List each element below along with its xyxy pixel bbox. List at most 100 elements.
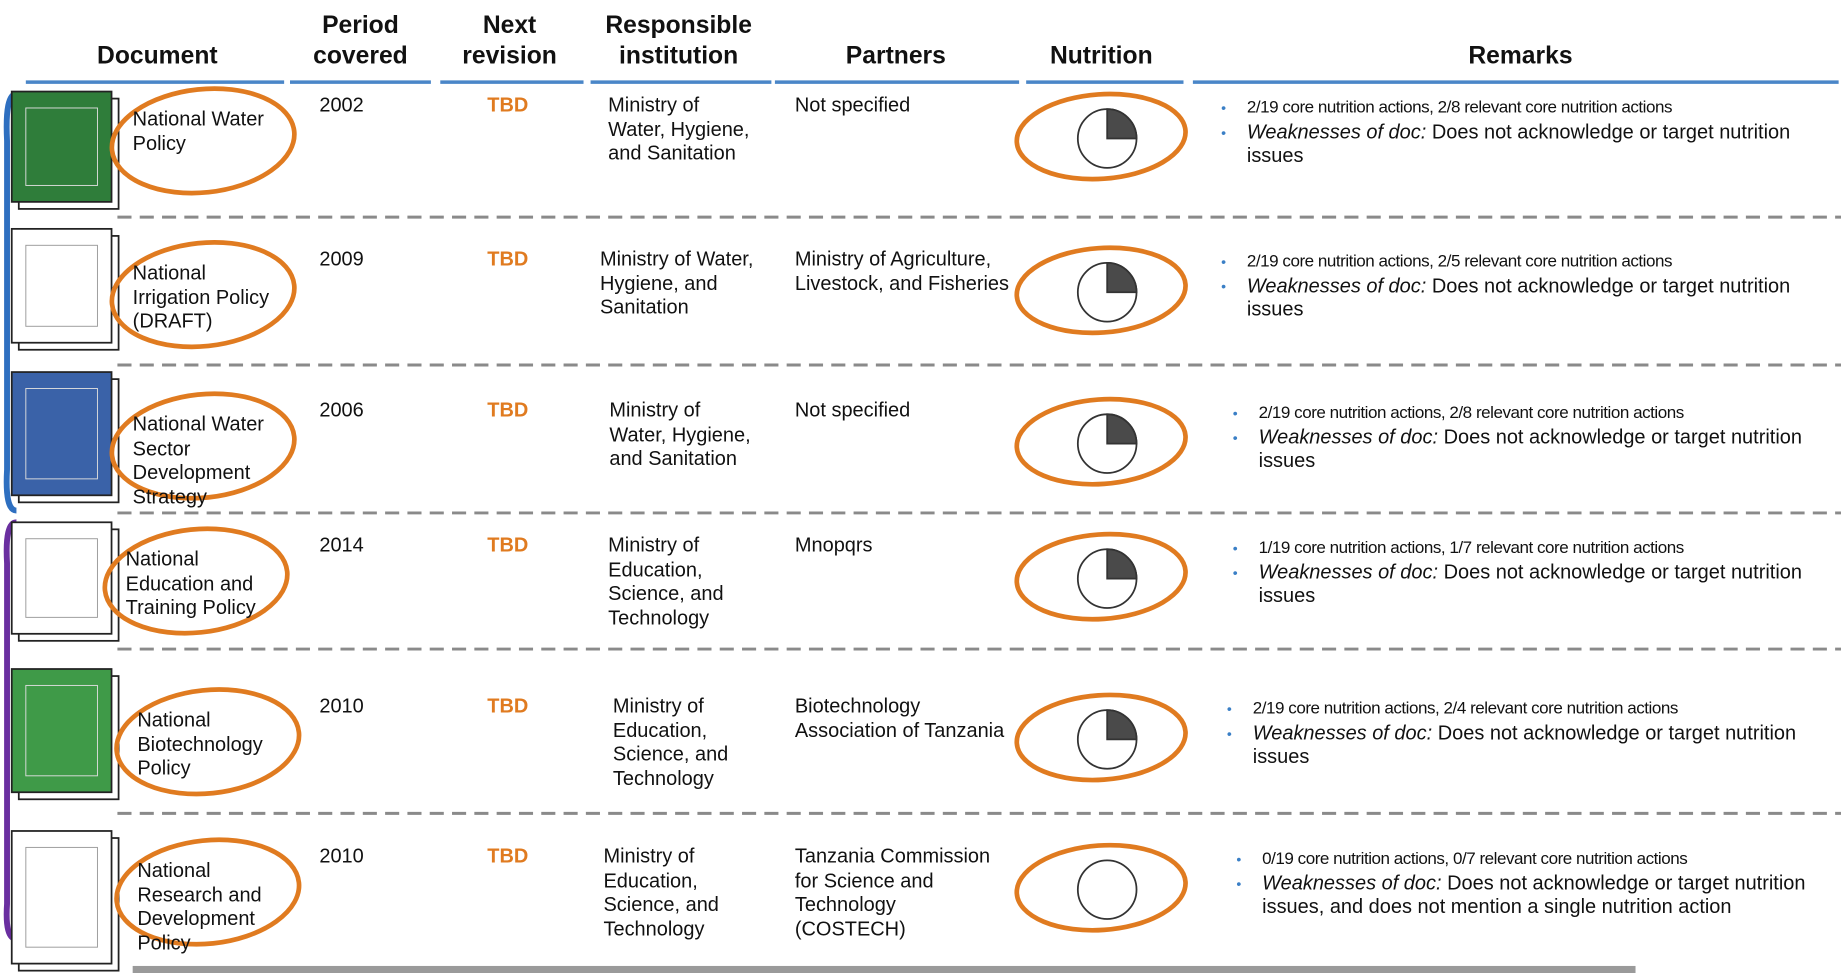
- highlight-ring: [109, 240, 297, 350]
- partners: Ministry of Agriculture, Livestock, and …: [794, 247, 1009, 295]
- remark-weakness: Weaknesses of doc: Does not acknowledge …: [1221, 274, 1839, 322]
- weakness-text: Does not acknowledge or target nutrition…: [1258, 560, 1802, 608]
- weakness-label: Weaknesses of doc:: [1252, 721, 1433, 744]
- bottom-rule: [132, 965, 1636, 973]
- cover-detail: [25, 538, 98, 618]
- cover: [10, 227, 113, 344]
- highlight-ring: [109, 391, 297, 501]
- cover: [10, 371, 113, 497]
- remark-weakness: Weaknesses of doc: Does not acknowledge …: [1227, 721, 1839, 769]
- next-revision: TBD: [487, 845, 529, 868]
- section-bracket: [3, 90, 18, 514]
- next-revision: TBD: [487, 534, 529, 557]
- section-bracket: [3, 519, 18, 942]
- header: Period covered: [313, 11, 408, 70]
- remark-actions: 1/19 core nutrition actions, 1/7 relevan…: [1233, 536, 1839, 560]
- harvey-fill: [1106, 413, 1138, 445]
- highlight-ring: [1014, 531, 1188, 622]
- weakness-label: Weaknesses of doc:: [1246, 120, 1427, 143]
- highlight-ring: [1014, 245, 1188, 336]
- cover: [10, 830, 113, 965]
- remarks: 2/19 core nutrition actions, 2/8 relevan…: [1221, 96, 1839, 169]
- weakness-label: Weaknesses of doc:: [1258, 560, 1439, 583]
- harvey-fill: [1106, 262, 1138, 294]
- remark-actions: 0/19 core nutrition actions, 0/7 relevan…: [1236, 847, 1838, 871]
- period: 2002: [319, 93, 364, 117]
- document-name: National Biotechnology Policy: [137, 708, 263, 780]
- highlight-ring: [1014, 842, 1188, 933]
- remarks: 2/19 core nutrition actions, 2/5 relevan…: [1221, 250, 1839, 323]
- highlight-ring: [1014, 396, 1188, 487]
- partners: Mnopqrs: [794, 534, 873, 557]
- remark-actions: 2/19 core nutrition actions, 2/8 relevan…: [1233, 401, 1839, 425]
- weakness-text: Does not acknowledge or target nutrition…: [1246, 120, 1791, 167]
- remark-weakness: Weaknesses of doc: Does not acknowledge …: [1233, 426, 1839, 474]
- header: Next revision: [462, 11, 557, 70]
- highlight-ring: [102, 526, 290, 636]
- remark-actions: 2/19 core nutrition actions, 2/4 relevan…: [1227, 697, 1839, 721]
- next-revision: TBD: [487, 694, 529, 718]
- highlight-ring: [1014, 91, 1188, 182]
- period: 2009: [319, 247, 364, 270]
- institution: Ministry of Water, Hygiene, and Sanitati…: [599, 247, 754, 319]
- period: 2010: [319, 845, 364, 868]
- partners: Biotechnology Association of Tanzania: [794, 694, 1005, 742]
- harvey-fill: [1106, 709, 1138, 741]
- period: 2010: [319, 694, 364, 718]
- cover-detail: [25, 107, 98, 186]
- partners: Tanzania Commission for Science and Tech…: [794, 845, 991, 940]
- cover-detail: [25, 244, 98, 327]
- remarks: 1/19 core nutrition actions, 1/7 relevan…: [1233, 536, 1839, 609]
- document-name: National Water Sector Development Strate…: [132, 413, 264, 508]
- remark-weakness: Weaknesses of doc: Does not acknowledge …: [1233, 561, 1839, 609]
- cover: [10, 521, 113, 635]
- institution: Ministry of Water, Hygiene, and Sanitati…: [608, 93, 750, 165]
- next-revision: TBD: [487, 247, 529, 270]
- partners: Not specified: [794, 399, 911, 422]
- highlight-ring: [109, 86, 297, 196]
- institution: Ministry of Education, Science, and Tech…: [603, 845, 719, 940]
- institution: Ministry of Water, Hygiene, and Sanitati…: [609, 399, 751, 470]
- highlight-ring: [114, 837, 302, 947]
- weakness-text: Does not acknowledge or target nutrition…: [1246, 274, 1791, 321]
- header: Partners: [845, 42, 946, 70]
- partners: Not specified: [794, 93, 911, 117]
- weakness-label: Weaknesses of doc:: [1262, 871, 1442, 894]
- cover-detail: [25, 846, 98, 948]
- period: 2014: [319, 534, 364, 557]
- remarks: 2/19 core nutrition actions, 2/4 relevan…: [1227, 697, 1839, 770]
- cover-detail: [25, 684, 98, 777]
- cover: [10, 90, 113, 203]
- highlight-ring: [114, 687, 302, 797]
- weakness-text: Does not acknowledge or target nutrition…: [1258, 425, 1802, 473]
- remarks: 0/19 core nutrition actions, 0/7 relevan…: [1236, 847, 1838, 920]
- document-name: National Water Policy: [132, 107, 264, 155]
- remarks: 2/19 core nutrition actions, 2/8 relevan…: [1233, 401, 1839, 474]
- weakness-text: Does not acknowledge or target nutrition…: [1262, 871, 1806, 919]
- highlight-ring: [1014, 692, 1188, 783]
- harvey-fill: [1106, 108, 1138, 140]
- remark-actions: 2/19 core nutrition actions, 2/5 relevan…: [1221, 250, 1839, 274]
- weakness-label: Weaknesses of doc:: [1246, 274, 1427, 297]
- cover: [10, 668, 113, 794]
- period: 2006: [319, 399, 364, 422]
- header: Responsible institution: [605, 11, 752, 70]
- harvey-fill: [1106, 548, 1138, 580]
- weakness-label: Weaknesses of doc:: [1258, 425, 1439, 448]
- next-revision: TBD: [487, 399, 529, 422]
- next-revision: TBD: [487, 93, 529, 117]
- header: Document: [97, 42, 218, 70]
- cover-detail: [25, 388, 98, 480]
- remark-weakness: Weaknesses of doc: Does not acknowledge …: [1221, 120, 1839, 168]
- document-name: National Irrigation Policy (DRAFT): [132, 261, 270, 333]
- remark-actions: 2/19 core nutrition actions, 2/8 relevan…: [1221, 96, 1839, 120]
- document-name: National Research and Development Policy: [137, 859, 262, 954]
- institution: Ministry of Education, Science, and Tech…: [612, 694, 729, 790]
- weakness-text: Does not acknowledge or target nutrition…: [1252, 721, 1797, 768]
- header: Remarks: [1468, 42, 1573, 70]
- harvey-ball: [1076, 859, 1138, 920]
- institution: Ministry of Education, Science, and Tech…: [608, 534, 724, 629]
